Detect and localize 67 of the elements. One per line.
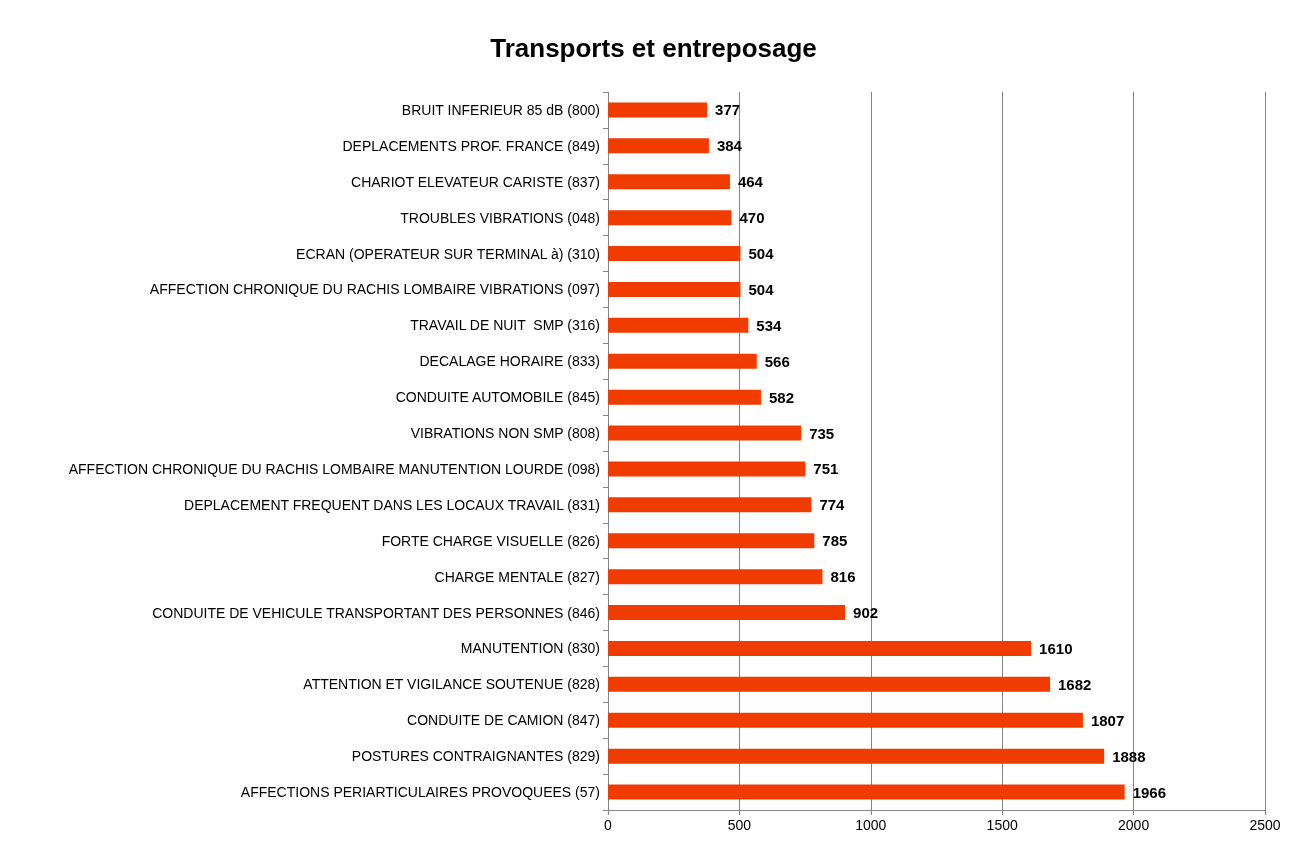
y-tick-label: TROUBLES VIBRATIONS (048) [400, 209, 600, 226]
y-tick-label: CHARGE MENTALE (827) [434, 568, 600, 585]
data-label: 504 [748, 280, 775, 298]
bar [608, 640, 1032, 656]
y-tick-label: DEPLACEMENTS PROF. FRANCE (849) [342, 137, 600, 154]
data-label: 1682 [1058, 675, 1092, 693]
y-tick-label: AFFECTION CHRONIQUE DU RACHIS LOMBAIRE MANUTENTION LOURDE (098) [68, 460, 600, 477]
data-label: 1807 [1090, 711, 1125, 729]
y-tick-label: ECRAN (OPERATEUR SUR TERMINAL à) (310) [296, 245, 600, 262]
y-tick-label: VIBRATIONS NON SMP (808) [410, 425, 600, 442]
data-label: 464 [737, 173, 764, 191]
y-tick-label: CHARIOT ELEVATEUR CARISTE (837) [351, 173, 600, 190]
x-tick-label: 2000 [1118, 817, 1150, 833]
x-tick-label: 1500 [986, 817, 1018, 833]
bar [608, 174, 730, 190]
bar [608, 569, 823, 585]
bar [608, 461, 806, 477]
y-tick-label: CONDUITE AUTOMOBILE (845) [395, 389, 600, 406]
bar [608, 210, 732, 226]
data-label: 504 [748, 245, 775, 263]
y-tick-label: AFFECTION CHRONIQUE DU RACHIS LOMBAIRE VIBRATIONS (097) [149, 281, 600, 298]
x-tick-label: 500 [727, 817, 752, 833]
x-tick-label: 1000 [855, 817, 887, 833]
data-label: 582 [768, 388, 794, 406]
data-label: 566 [764, 352, 790, 370]
y-tick-label: ATTENTION ET VIGILANCE SOUTENUE (828) [303, 676, 600, 693]
bar [608, 317, 749, 333]
bar [608, 102, 708, 118]
data-label: 470 [739, 209, 765, 227]
x-tick-label: 0 [604, 817, 613, 833]
data-label: 534 [756, 316, 783, 334]
bar [608, 748, 1105, 764]
y-tick-label: FORTE CHARGE VISUELLE (826) [381, 532, 600, 549]
y-tick-label: POSTURES CONTRAIGNANTES (829) [351, 748, 600, 765]
bar [608, 533, 815, 549]
y-tick-label: DECALAGE HORAIRE (833) [419, 353, 600, 370]
y-tick-label: TRAVAIL DE NUIT SMP (316) [410, 317, 600, 334]
data-label: 735 [809, 424, 835, 442]
bar [608, 353, 757, 369]
data-label: 1888 [1112, 747, 1146, 765]
bar [608, 281, 741, 297]
bar [608, 246, 741, 262]
data-label: 816 [830, 568, 856, 586]
bar [608, 784, 1125, 800]
data-label: 902 [853, 604, 879, 622]
bar [608, 676, 1051, 692]
data-label: 384 [716, 137, 743, 155]
bar [608, 605, 846, 621]
bar [608, 497, 812, 513]
y-tick-label: DEPLACEMENT FREQUENT DANS LES LOCAUX TRAVAIL (831) [184, 496, 600, 513]
x-tick-label: 2500 [1249, 817, 1281, 833]
y-tick-label: CONDUITE DE VEHICULE TRANSPORTANT DES PERSONNES (846) [152, 604, 600, 621]
y-tick-label: AFFECTIONS PERIARTICULAIRES PROVOQUEES (57) [240, 784, 600, 801]
data-label: 1610 [1039, 639, 1073, 657]
y-tick-label: CONDUITE DE CAMION (847) [407, 712, 600, 729]
data-label: 377 [715, 101, 741, 119]
data-label: 751 [813, 460, 839, 478]
data-label: 774 [819, 496, 846, 514]
bar [608, 389, 761, 405]
data-label: 1966 [1132, 783, 1167, 801]
bar [608, 712, 1083, 728]
bar [608, 425, 802, 441]
chart-title: Transports et entreposage [490, 33, 817, 63]
data-label: 785 [822, 532, 848, 550]
y-tick-label: MANUTENTION (830) [460, 640, 600, 657]
y-tick-label: BRUIT INFERIEUR 85 dB (800) [401, 101, 600, 118]
bar [608, 138, 709, 154]
